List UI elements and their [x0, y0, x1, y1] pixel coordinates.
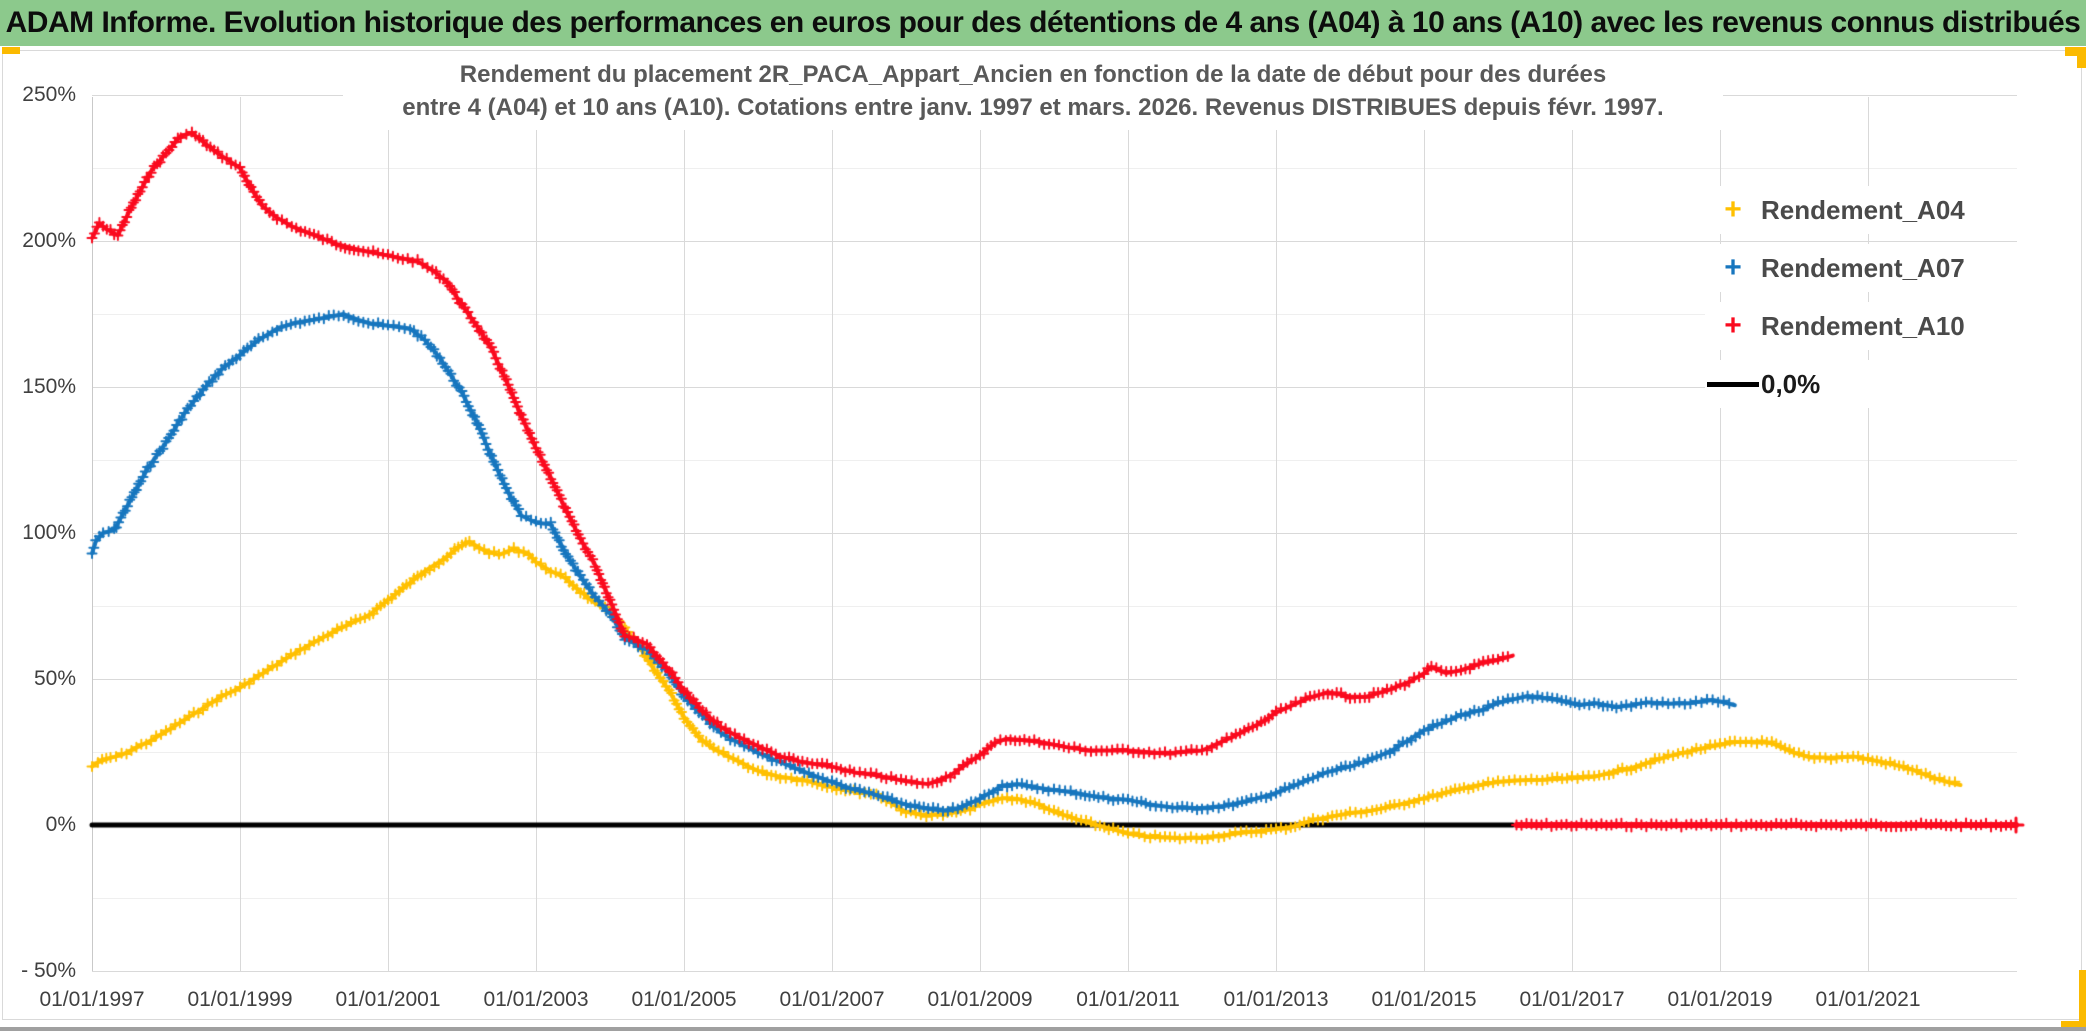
legend-label: Rendement_A07	[1761, 252, 1965, 283]
x-tick-1997: 01/01/1997	[39, 988, 145, 1011]
accent-top-left	[2, 47, 20, 54]
legend-plus-marker: +	[1724, 251, 1742, 284]
x-tick-2003: 01/01/2003	[483, 988, 589, 1011]
legend-line-swatch	[1707, 381, 1759, 387]
x-tick-2013: 01/01/2013	[1223, 988, 1329, 1011]
legend-item-rendement-a10: + Rendement_A10	[1705, 302, 2030, 350]
x-tick-2005: 01/01/2005	[631, 988, 737, 1011]
x-tick-2011: 01/01/2011	[1076, 988, 1180, 1011]
accent-top-right-v	[2077, 47, 2086, 68]
y-tick-250: 250%	[22, 83, 76, 106]
footer-strip	[0, 1027, 2086, 1031]
chart-title-line2: entre 4 (A04) et 10 ans (A10). Cotations…	[402, 94, 1664, 121]
y-tick-100: 100%	[22, 521, 76, 544]
accent-bottom-right-v	[2079, 970, 2086, 1028]
legend-item-rendement-a04: + Rendement_A04	[1705, 186, 2030, 234]
y-tick-200: 200%	[22, 229, 76, 252]
y-tick-50: 50%	[33, 667, 76, 690]
x-tick-2007: 01/01/2007	[779, 988, 885, 1011]
x-tick-2009: 01/01/2009	[927, 988, 1033, 1011]
y-tick--50: - 50%	[21, 959, 76, 982]
page-title-bar: ADAM Informe. Evolution historique des p…	[0, 0, 2086, 46]
x-tick-2015: 01/01/2015	[1371, 988, 1477, 1011]
legend-label: Rendement_A04	[1761, 194, 1965, 225]
legend-label: 0,0%	[1761, 368, 1821, 399]
legend-plus-marker: +	[1724, 309, 1742, 342]
x-tick-2021: 01/01/2021	[1815, 988, 1921, 1011]
legend-label: Rendement_A10	[1761, 310, 1965, 341]
x-tick-2017: 01/01/2017	[1519, 988, 1625, 1011]
chart-title-line1: Rendement du placement 2R_PACA_Appart_An…	[459, 61, 1607, 88]
chart-title: Rendement du placement 2R_PACA_Appart_An…	[343, 56, 1723, 130]
accent-top-right-h	[2065, 47, 2086, 56]
y-tick-0: 0%	[45, 813, 76, 836]
x-tick-1999: 01/01/1999	[187, 988, 293, 1011]
legend-item-0-0-: 0,0%	[1705, 360, 2030, 408]
accent-bottom-right-h	[2061, 1021, 2086, 1028]
y-tick-150: 150%	[22, 375, 76, 398]
page-title: ADAM Informe. Evolution historique des p…	[5, 6, 2081, 39]
legend-item-rendement-a07: + Rendement_A07	[1705, 244, 2030, 292]
x-tick-2019: 01/01/2019	[1667, 988, 1773, 1011]
x-tick-2001: 01/01/2001	[335, 988, 441, 1011]
legend-plus-marker: +	[1724, 193, 1742, 226]
